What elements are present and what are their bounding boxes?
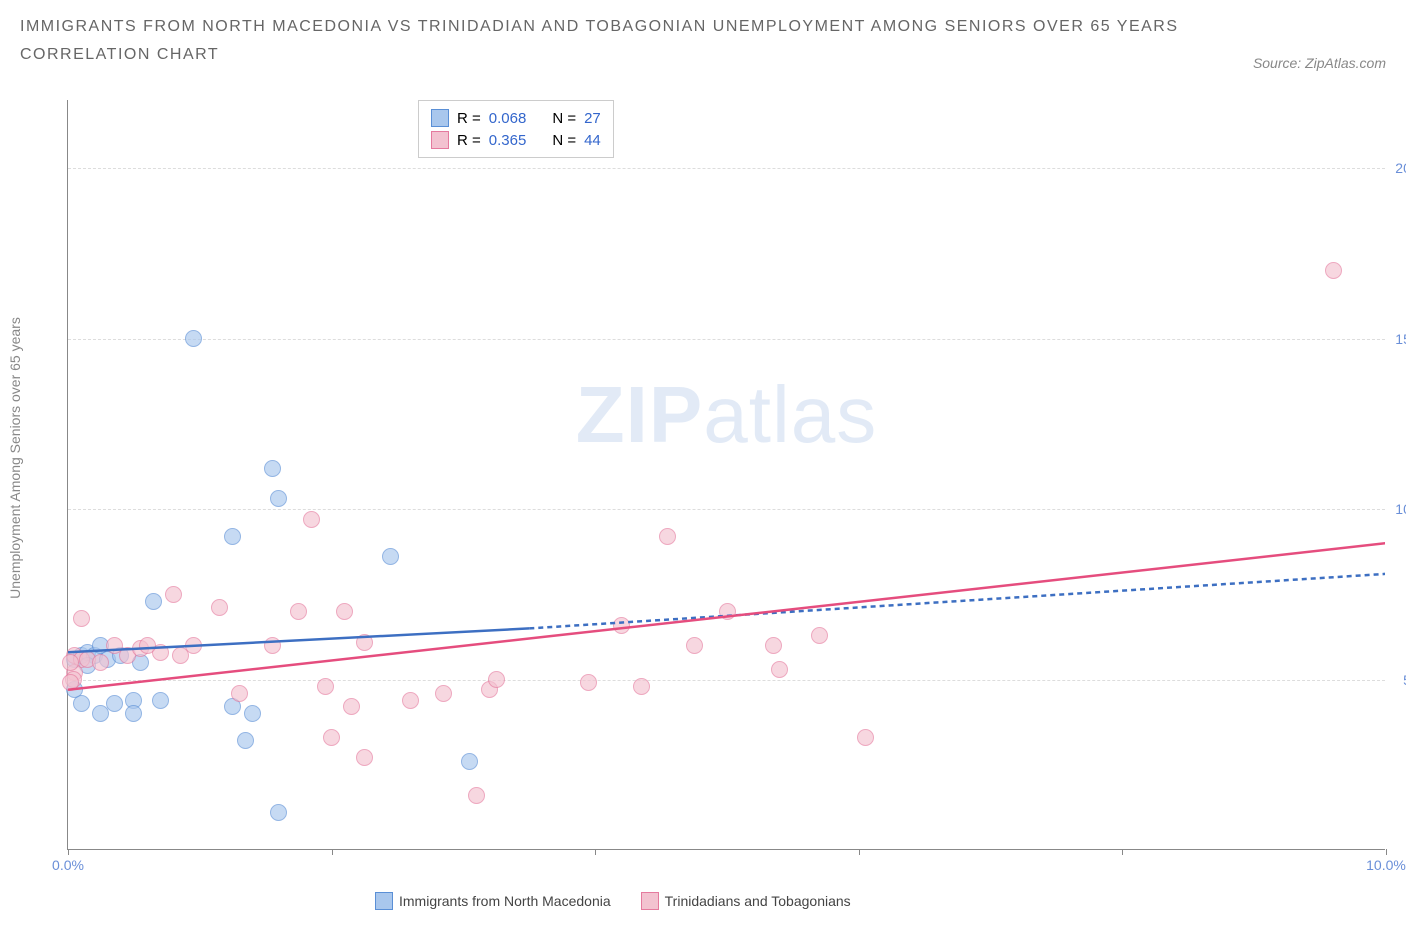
legend-series-label: Immigrants from North Macedonia: [399, 893, 611, 909]
gridline-h: [68, 680, 1385, 681]
scatter-point: [73, 610, 90, 627]
y-tick-label: 15.0%: [1390, 331, 1406, 347]
scatter-point: [145, 593, 162, 610]
legend-n-label: N =: [552, 132, 576, 149]
scatter-point: [580, 674, 597, 691]
scatter-point: [185, 637, 202, 654]
scatter-point: [264, 637, 281, 654]
gridline-h: [68, 168, 1385, 169]
source-label: Source: ZipAtlas.com: [1253, 55, 1386, 71]
legend-r-value: 0.068: [489, 110, 527, 127]
scatter-point: [461, 753, 478, 770]
scatter-point: [356, 749, 373, 766]
gridline-h: [68, 509, 1385, 510]
scatter-point: [290, 603, 307, 620]
legend-stats-row: R = 0.068 N = 27: [431, 107, 601, 129]
x-tick: [332, 849, 333, 855]
legend-series-label: Trinidadians and Tobagonians: [665, 893, 851, 909]
scatter-point: [402, 692, 419, 709]
scatter-point: [659, 528, 676, 545]
chart-subtitle: CORRELATION CHART: [20, 46, 1386, 64]
scatter-point: [613, 617, 630, 634]
scatter-point: [356, 634, 373, 651]
scatter-point: [382, 548, 399, 565]
x-tick: [595, 849, 596, 855]
scatter-point: [165, 586, 182, 603]
legend-series: Immigrants from North Macedonia Trinidadi…: [375, 892, 851, 910]
scatter-point: [488, 671, 505, 688]
x-tick-label: 0.0%: [52, 857, 84, 873]
scatter-point: [92, 654, 109, 671]
legend-swatch: [431, 109, 449, 127]
scatter-point: [468, 787, 485, 804]
scatter-point: [811, 627, 828, 644]
scatter-point: [323, 729, 340, 746]
legend-swatch: [431, 131, 449, 149]
scatter-point: [244, 705, 261, 722]
plot-area: ZIPatlas R =0.068N =27R =0.365N =44 5.0%…: [67, 100, 1385, 850]
x-tick-label: 10.0%: [1366, 857, 1406, 873]
scatter-point: [237, 732, 254, 749]
y-tick-label: 5.0%: [1390, 672, 1406, 688]
scatter-point: [343, 698, 360, 715]
legend-stats-row: R = 0.365 N = 44: [431, 129, 601, 151]
x-tick: [1122, 849, 1123, 855]
scatter-point: [264, 460, 281, 477]
scatter-point: [771, 661, 788, 678]
scatter-point: [435, 685, 452, 702]
y-axis-label: Unemployment Among Seniors over 65 years: [7, 317, 23, 599]
scatter-point: [231, 685, 248, 702]
scatter-point: [336, 603, 353, 620]
legend-swatch: [375, 892, 393, 910]
scatter-point: [303, 511, 320, 528]
scatter-point: [686, 637, 703, 654]
chart-title: IMMIGRANTS FROM NORTH MACEDONIA VS TRINI…: [20, 18, 1386, 36]
legend-n-value: 44: [584, 132, 601, 149]
scatter-point: [152, 692, 169, 709]
legend-n-label: N =: [552, 110, 576, 127]
scatter-point: [1325, 262, 1342, 279]
scatter-point: [211, 599, 228, 616]
scatter-point: [139, 637, 156, 654]
scatter-point: [62, 654, 79, 671]
scatter-point: [270, 490, 287, 507]
legend-series-item: Trinidadians and Tobagonians: [641, 892, 851, 910]
watermark: ZIPatlas: [576, 369, 877, 461]
legend-r-label: R =: [457, 110, 481, 127]
y-tick-label: 10.0%: [1390, 501, 1406, 517]
x-tick: [859, 849, 860, 855]
scatter-point: [92, 705, 109, 722]
x-tick: [1386, 849, 1387, 855]
gridline-h: [68, 339, 1385, 340]
scatter-point: [224, 528, 241, 545]
legend-r-label: R =: [457, 132, 481, 149]
scatter-chart: ZIPatlas R =0.068N =27R =0.365N =44 5.0%…: [55, 100, 1385, 880]
scatter-point: [633, 678, 650, 695]
scatter-point: [270, 804, 287, 821]
y-tick-label: 20.0%: [1390, 160, 1406, 176]
legend-n-value: 27: [584, 110, 601, 127]
legend-series-item: Immigrants from North Macedonia: [375, 892, 611, 910]
scatter-point: [125, 705, 142, 722]
legend-stats: R = 0.068 N = 27 R = 0.365 N = 44: [418, 100, 614, 158]
scatter-point: [857, 729, 874, 746]
scatter-point: [317, 678, 334, 695]
scatter-point: [719, 603, 736, 620]
x-tick: [68, 849, 69, 855]
legend-r-value: 0.365: [489, 132, 527, 149]
legend-swatch: [641, 892, 659, 910]
scatter-point: [765, 637, 782, 654]
scatter-point: [185, 330, 202, 347]
